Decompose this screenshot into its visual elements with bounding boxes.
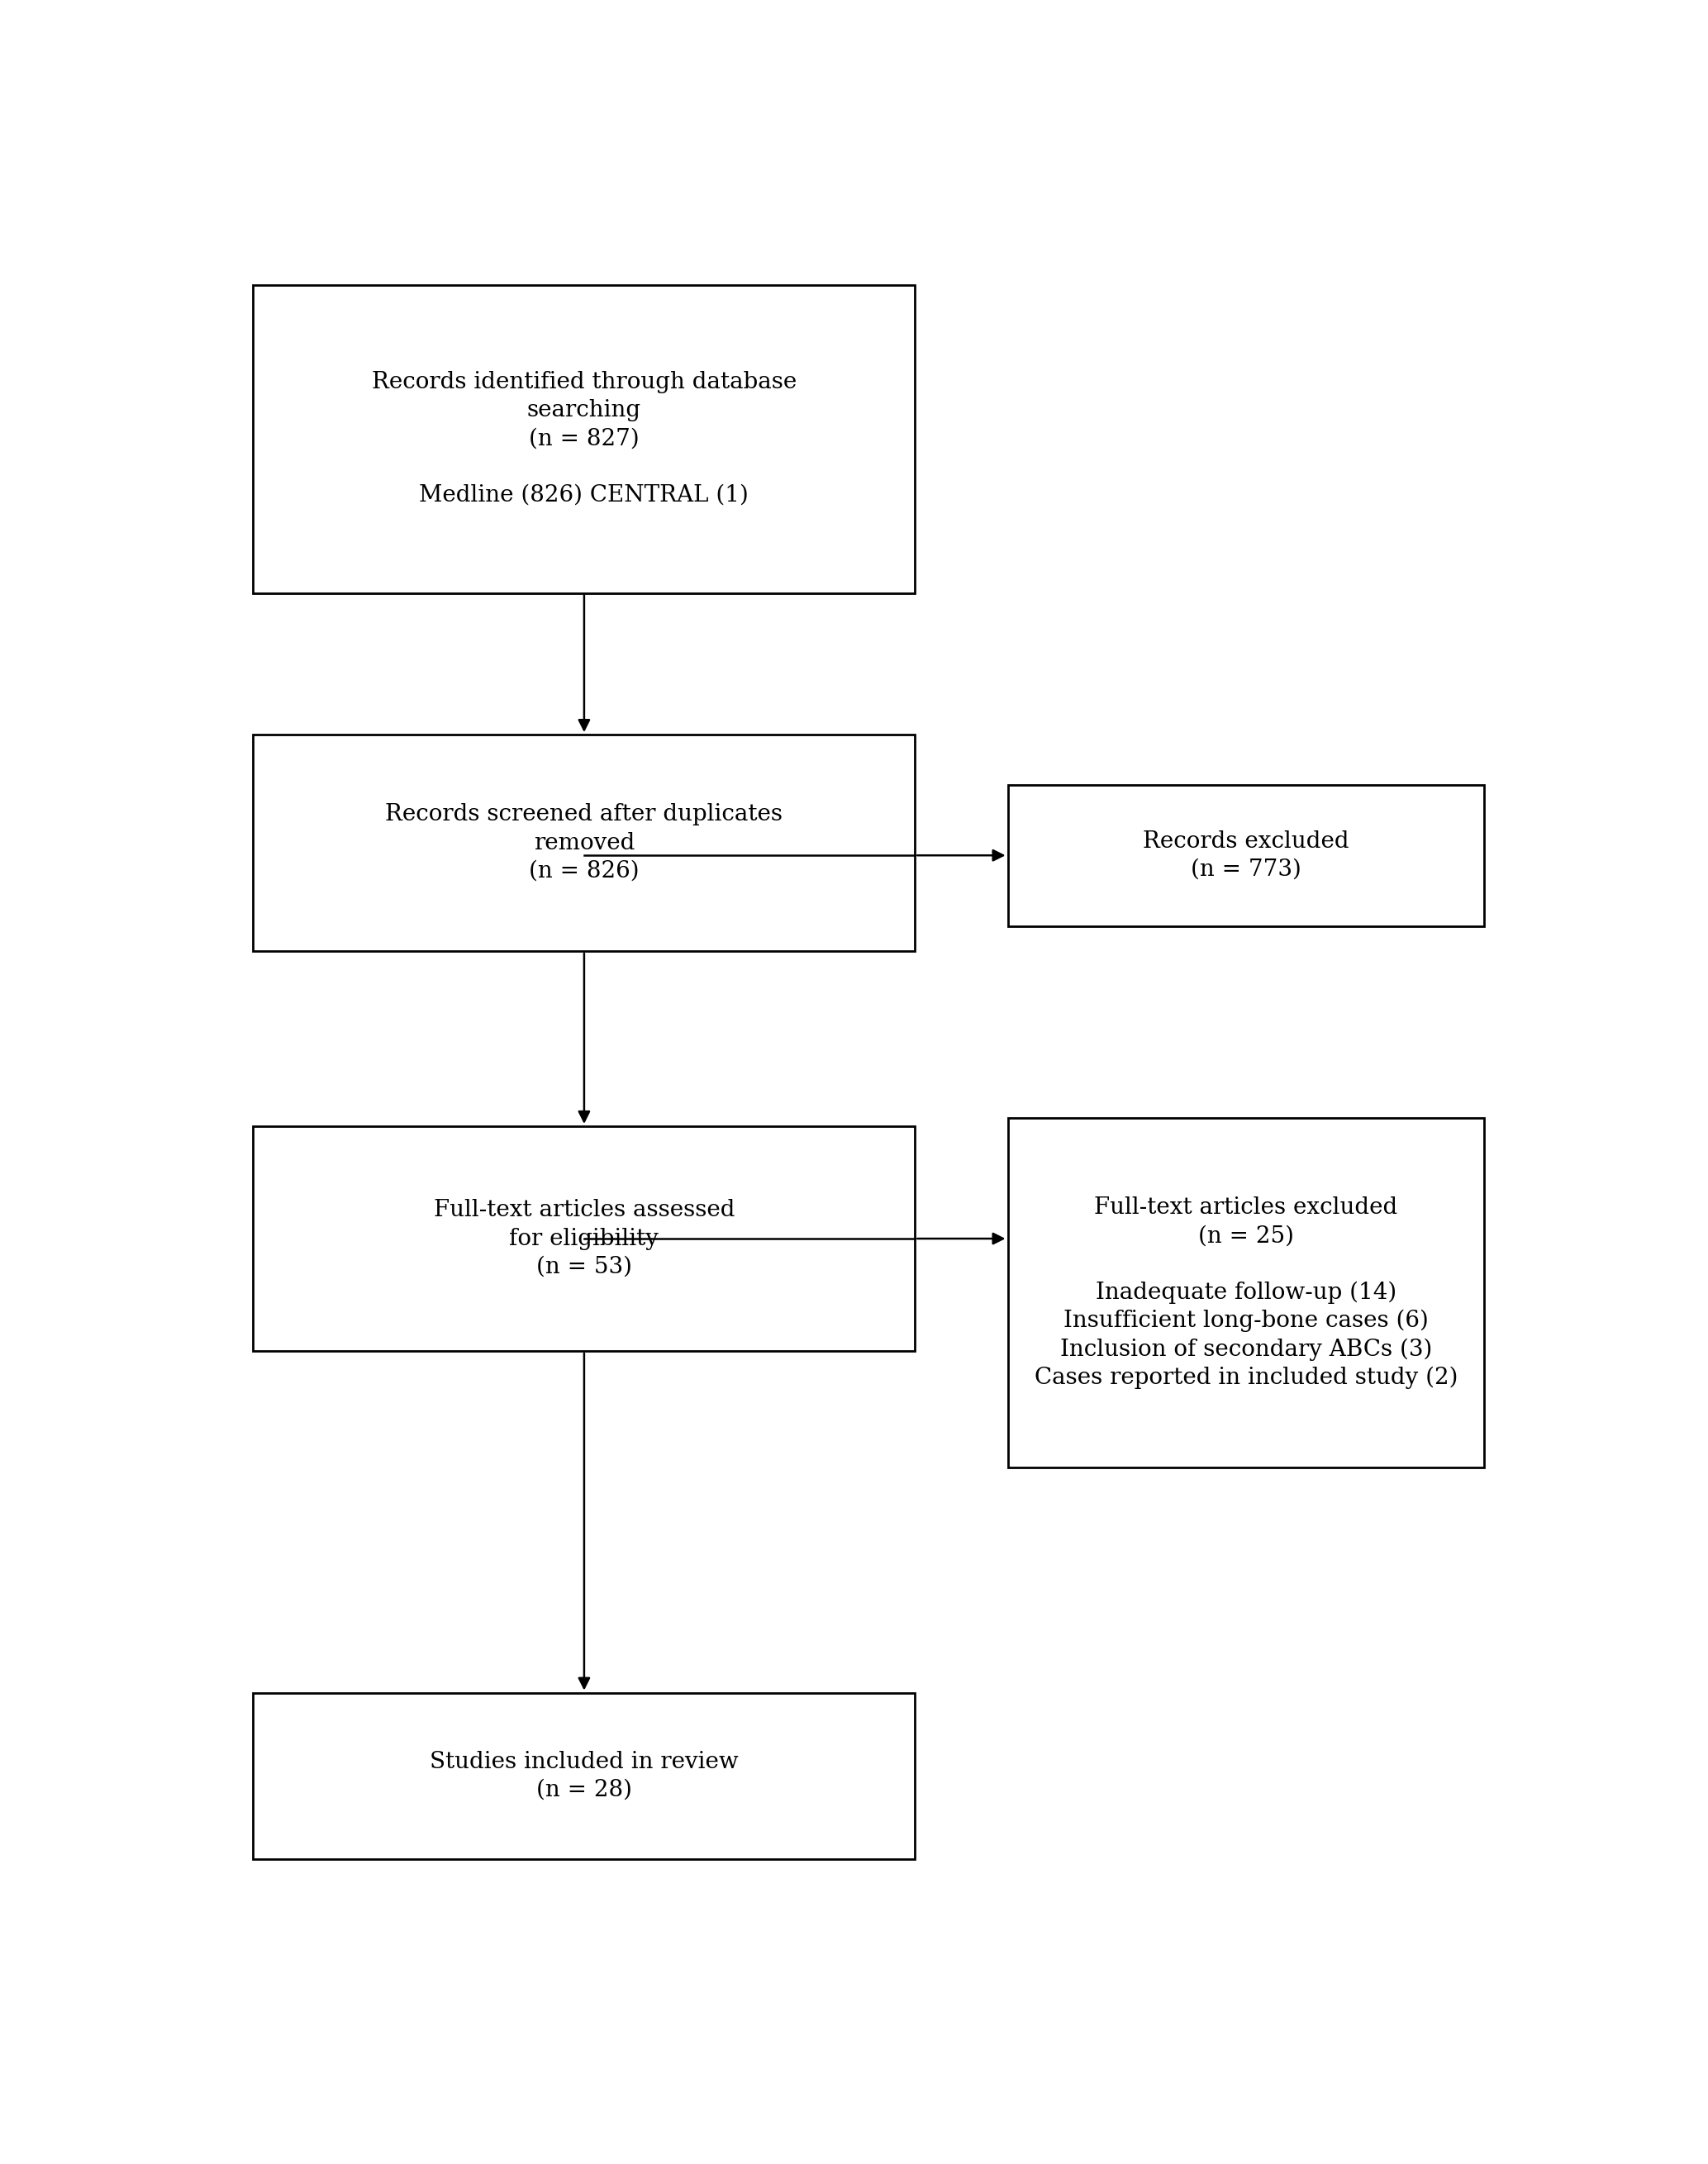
- Text: (n = 773): (n = 773): [1190, 859, 1301, 881]
- Bar: [253, 1692, 915, 1859]
- Text: (n = 28): (n = 28): [536, 1779, 632, 1800]
- Text: Records identified through database: Records identified through database: [372, 370, 796, 394]
- Bar: [253, 286, 915, 593]
- Text: Studies included in review: Studies included in review: [430, 1751, 738, 1772]
- Text: Records excluded: Records excluded: [1143, 831, 1349, 853]
- Text: removed: removed: [533, 831, 635, 855]
- Text: Records screened after duplicates: Records screened after duplicates: [386, 803, 782, 827]
- Text: Full-text articles assessed: Full-text articles assessed: [434, 1199, 734, 1220]
- Bar: [253, 1125, 915, 1350]
- Text: Inclusion of secondary ABCs (3): Inclusion of secondary ABCs (3): [1061, 1337, 1431, 1361]
- Text: Inadequate follow-up (14): Inadequate follow-up (14): [1095, 1281, 1397, 1305]
- Text: (n = 826): (n = 826): [529, 859, 639, 883]
- Text: Insufficient long-bone cases (6): Insufficient long-bone cases (6): [1064, 1309, 1428, 1333]
- Text: (n = 53): (n = 53): [536, 1255, 632, 1279]
- Bar: [1008, 1119, 1484, 1467]
- Text: for eligibility: for eligibility: [509, 1227, 659, 1251]
- Text: Full-text articles excluded: Full-text articles excluded: [1095, 1197, 1397, 1218]
- Text: searching: searching: [528, 400, 640, 422]
- Text: (n = 827): (n = 827): [529, 428, 639, 450]
- Text: Medline (826) CENTRAL (1): Medline (826) CENTRAL (1): [420, 485, 748, 506]
- Text: Cases reported in included study (2): Cases reported in included study (2): [1035, 1365, 1457, 1389]
- Bar: [1008, 786, 1484, 926]
- Text: (n = 25): (n = 25): [1197, 1225, 1295, 1246]
- Bar: [253, 734, 915, 952]
